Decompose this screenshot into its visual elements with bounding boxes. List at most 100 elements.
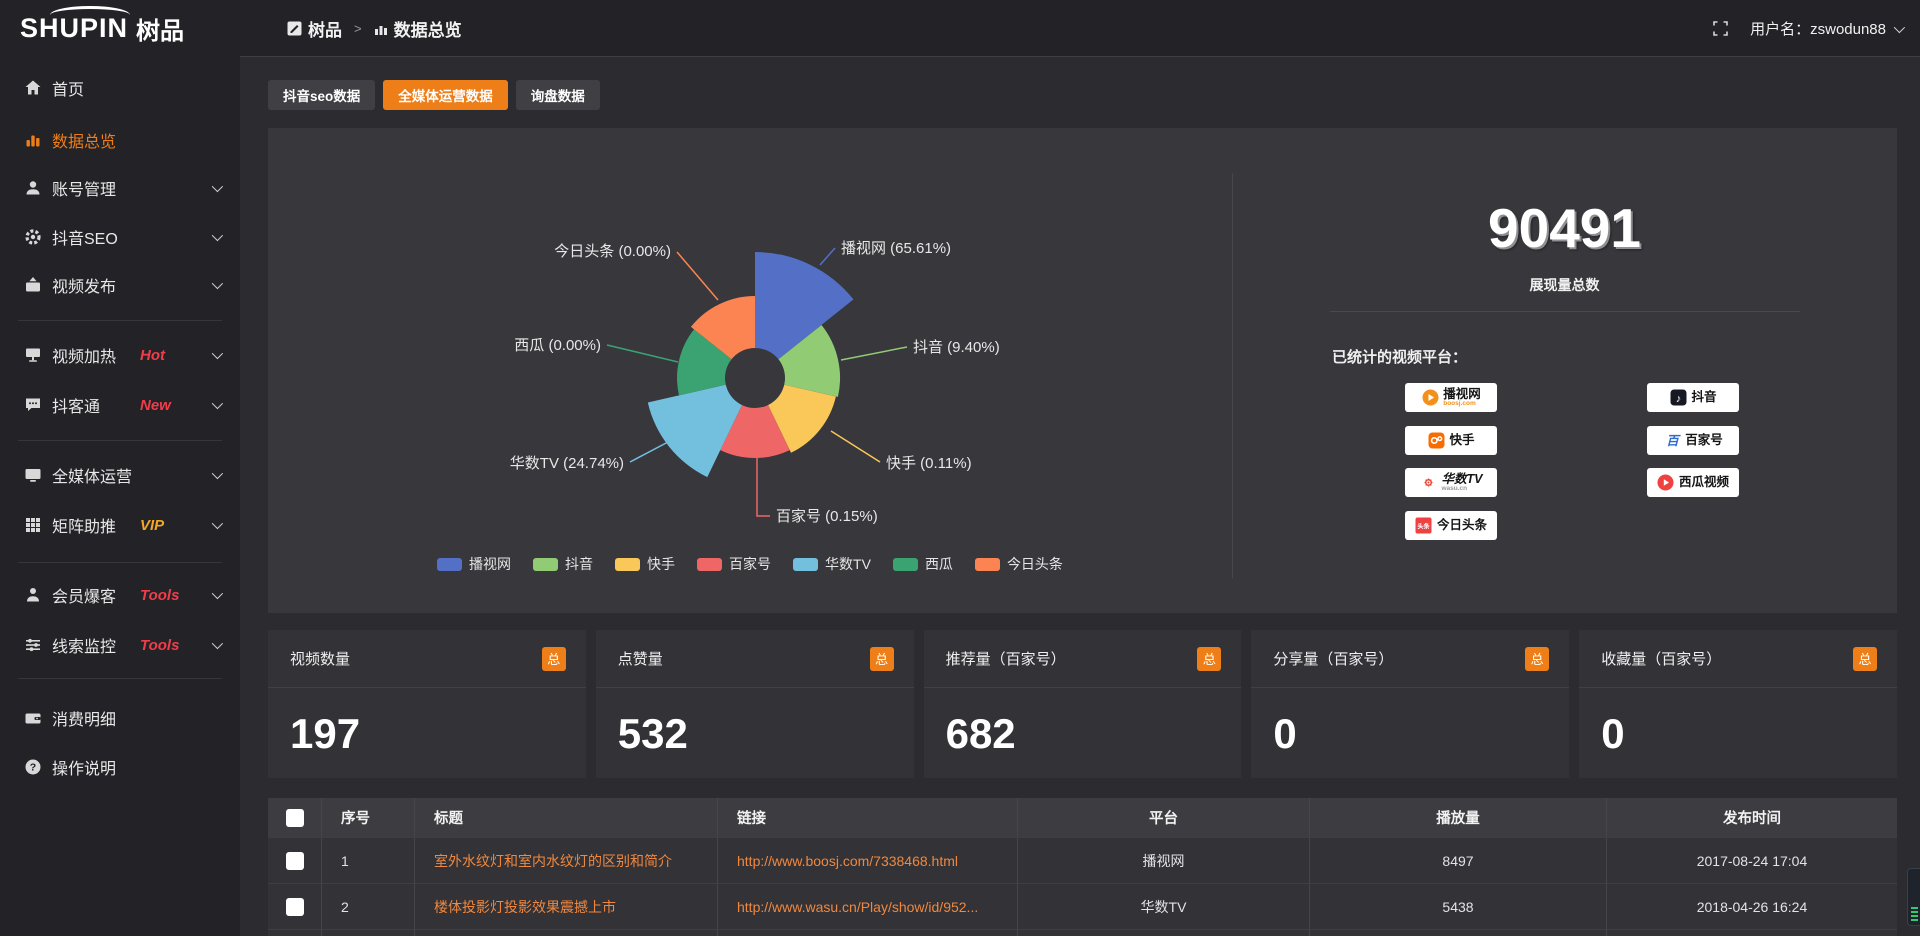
stat-card-video-count: 视频数量 总 197	[268, 630, 586, 778]
legend-label: 百家号	[729, 556, 772, 572]
corner-extension-widget[interactable]	[1907, 868, 1920, 926]
legend-item[interactable]: 快手	[615, 554, 675, 574]
stat-label: 视频数量	[290, 651, 351, 668]
total-badge: 总	[1852, 646, 1877, 671]
svg-text:♪: ♪	[1676, 393, 1682, 405]
sidebar-item-member-burst[interactable]: 会员爆客 Tools	[0, 573, 240, 617]
platform-badge-boosj: 播视网 boosj.com	[1405, 383, 1497, 412]
stat-label: 推荐量（百家号）	[945, 651, 1066, 668]
table-row: 2 楼体投影灯投影效果震撼上市 http://www.wasu.cn/Play/…	[268, 884, 1897, 930]
toutiao-icon: 头条	[1415, 517, 1433, 535]
video-url-link[interactable]: http://www.boosj.com/7338468.html	[737, 852, 959, 869]
sidebar-item-omni-media[interactable]: 全媒体运营	[0, 453, 240, 497]
stat-label: 收藏量（百家号）	[1601, 651, 1722, 668]
douyin-icon: ♪	[1669, 389, 1687, 407]
sidebar-item-video-heat[interactable]: 视频加热 Hot	[0, 333, 240, 377]
video-title-link[interactable]: 楼体投影灯投影效果震撼上市	[434, 898, 616, 915]
legend-item[interactable]: 百家号	[697, 554, 771, 574]
stat-value: 682	[945, 710, 1016, 757]
impressions-total-label: 展现量总数	[1529, 277, 1600, 293]
table-header-row: 序号 标题 链接 平台 播放量 发布时间	[268, 798, 1897, 838]
platform-badge-kuaishou: 快手	[1405, 426, 1497, 455]
legend-swatch	[615, 557, 641, 571]
svg-text:百家号 (0.15%): 百家号 (0.15%)	[776, 508, 878, 525]
row-checkbox[interactable]	[285, 897, 304, 916]
sidebar-item-douketong[interactable]: 抖客通 New	[0, 383, 240, 427]
legend-swatch	[437, 557, 463, 571]
monitor-icon	[24, 466, 42, 484]
legend-item[interactable]: 西瓜	[892, 554, 953, 574]
vertical-divider	[1232, 173, 1233, 578]
breadcrumb-current[interactable]: 数据总览	[374, 16, 462, 41]
col-link: 链接	[718, 798, 1018, 837]
app-logo: SHUPIN 树品	[20, 0, 184, 57]
chevron-down-icon	[211, 637, 224, 650]
sidebar: SHUPIN 树品 首页 数据总览 账号管理 抖音SEO 视频发布 视频加热 H…	[0, 0, 240, 936]
username-value: zswodun88	[1810, 21, 1886, 38]
chat-icon	[24, 396, 42, 414]
legend-item[interactable]: 华数TV	[793, 554, 871, 574]
tab-douyin-seo-data[interactable]: 抖音seo数据	[268, 80, 376, 110]
svg-text:华数TV (24.74%): 华数TV (24.74%)	[510, 455, 624, 472]
home-icon	[24, 79, 42, 97]
cell-index: 2	[322, 884, 415, 929]
stat-card-recommendations: 推荐量（百家号） 总 682	[923, 630, 1242, 778]
impressions-total-value: 90491	[1488, 197, 1641, 259]
platform-share-rose-chart[interactable]: 播视网 (65.61%) 抖音 (9.40%) 快手 (0.11%) 百家号 (0.1…	[268, 128, 1232, 613]
breadcrumb: 树品 > 数据总览	[287, 0, 462, 57]
username-menu[interactable]: 用户名：zswodun88	[1750, 18, 1906, 39]
breadcrumb-root[interactable]: 树品	[287, 16, 342, 41]
video-publish-icon	[24, 276, 42, 294]
select-all-checkbox[interactable]	[285, 808, 304, 827]
sidebar-item-account[interactable]: 账号管理	[0, 166, 240, 210]
svg-text:快手 (0.11%): 快手 (0.11%)	[886, 455, 972, 472]
sidebar-item-lead-monitor[interactable]: 线索监控 Tools	[0, 623, 240, 667]
logo-arc	[50, 6, 130, 24]
tab-omni-media-data[interactable]: 全媒体运营数据	[383, 80, 508, 110]
fullscreen-icon[interactable]	[1713, 21, 1728, 36]
sidebar-item-video-publish[interactable]: 视频发布	[0, 263, 240, 307]
cell-platform: 播视网	[1018, 838, 1310, 883]
tab-inquiry-data[interactable]: 询盘数据	[515, 80, 600, 110]
chevron-down-icon	[211, 517, 224, 530]
sidebar-item-home[interactable]: 首页	[0, 66, 240, 110]
platform-badge-xigua: 西瓜视频	[1647, 468, 1739, 497]
video-url-link[interactable]: http://www.wasu.cn/Play/show/id/952...	[737, 898, 979, 915]
chevron-down-icon	[211, 467, 224, 480]
sidebar-item-data-overview[interactable]: 数据总览	[0, 118, 240, 162]
legend-item[interactable]: 今日头条	[974, 554, 1063, 574]
legend-swatch	[533, 557, 559, 571]
chart-legend: 播视网 抖音 快手 百家号 华数TV 西瓜 今日头条	[268, 554, 1232, 574]
legend-swatch	[892, 557, 918, 571]
shupin-mini-icon	[287, 21, 302, 36]
platform-badge-toutiao: 头条 今日头条	[1405, 511, 1497, 540]
sidebar-item-douyin-seo[interactable]: 抖音SEO	[0, 215, 240, 259]
total-badge: 总	[1197, 646, 1222, 671]
chevron-down-icon	[211, 277, 224, 290]
video-title-link[interactable]: 室外水纹灯和室内水纹灯的区别和简介	[434, 852, 672, 869]
row-checkbox[interactable]	[285, 851, 304, 870]
platform-badge-wasu: 华数TV wasu.cn	[1405, 468, 1497, 497]
breadcrumb-separator: >	[354, 21, 362, 36]
cell-published: 2018-04-26 16:24	[1696, 898, 1808, 915]
stat-cards: 视频数量 总 197 点赞量 总 532 推荐量（百家号） 总 682 分享量（百家号…	[268, 630, 1897, 778]
legend-swatch	[974, 557, 1000, 571]
legend-item[interactable]: 抖音	[533, 554, 593, 574]
overview-panel: 播视网 (65.61%) 抖音 (9.40%) 快手 (0.11%) 百家号 (0.1…	[268, 128, 1897, 613]
legend-swatch	[793, 557, 819, 571]
summary-divider	[1330, 311, 1800, 312]
data-tabs: 抖音seo数据 全媒体运营数据 询盘数据	[268, 80, 600, 110]
legend-item[interactable]: 播视网	[437, 554, 511, 574]
sidebar-item-help[interactable]: ? 操作说明	[0, 745, 240, 789]
stat-card-shares: 分享量（百家号） 总 0	[1251, 630, 1570, 778]
sidebar-item-matrix-boost[interactable]: 矩阵助推 VIP	[0, 503, 240, 547]
cell-index: 1	[322, 838, 415, 883]
mini-chart-icon	[374, 25, 387, 35]
table-row: 1 室外水纹灯和室内水纹灯的区别和简介 http://www.boosj.com…	[268, 838, 1897, 884]
stat-card-likes: 点赞量 总 532	[595, 630, 914, 778]
sidebar-item-spend-detail[interactable]: 消费明细	[0, 696, 240, 740]
legend-swatch	[697, 557, 723, 571]
platform-badge-douyin: ♪ 抖音	[1647, 383, 1739, 412]
stat-label: 点赞量	[617, 651, 663, 668]
legend-label: 抖音	[565, 556, 594, 572]
